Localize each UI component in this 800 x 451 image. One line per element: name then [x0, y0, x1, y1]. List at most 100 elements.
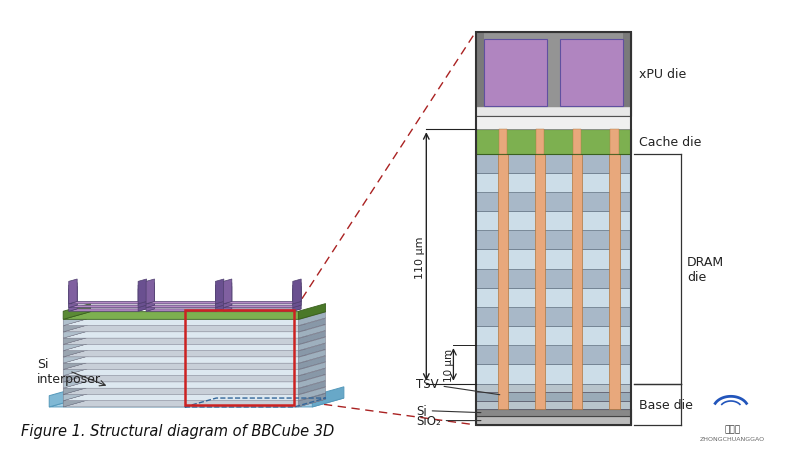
Bar — [535, 154, 545, 409]
Polygon shape — [146, 279, 154, 304]
Polygon shape — [63, 381, 90, 395]
Text: Si
interposer: Si interposer — [38, 357, 102, 385]
Polygon shape — [63, 331, 90, 345]
Polygon shape — [138, 283, 146, 308]
Bar — [572, 154, 582, 409]
Polygon shape — [63, 362, 326, 369]
Polygon shape — [69, 302, 146, 304]
Polygon shape — [215, 283, 224, 308]
Polygon shape — [69, 283, 77, 308]
Polygon shape — [215, 279, 224, 304]
Bar — [622, 33, 631, 116]
Polygon shape — [69, 287, 77, 312]
Polygon shape — [63, 312, 326, 320]
Text: xPU die: xPU die — [639, 68, 686, 81]
Polygon shape — [223, 305, 301, 308]
Text: Cache die: Cache die — [639, 136, 702, 149]
Text: TSV: TSV — [416, 377, 500, 395]
Polygon shape — [293, 283, 301, 308]
Polygon shape — [63, 325, 90, 338]
Polygon shape — [298, 350, 326, 364]
Polygon shape — [298, 313, 326, 326]
Bar — [484, 39, 547, 106]
Polygon shape — [63, 337, 90, 351]
Polygon shape — [223, 287, 232, 312]
Polygon shape — [298, 325, 326, 338]
Polygon shape — [63, 375, 90, 388]
Polygon shape — [298, 356, 326, 369]
Polygon shape — [63, 344, 90, 357]
Bar — [476, 392, 631, 401]
Polygon shape — [146, 287, 154, 312]
Polygon shape — [63, 393, 326, 401]
Bar — [476, 33, 484, 116]
Bar — [476, 33, 631, 116]
Polygon shape — [63, 368, 326, 376]
Polygon shape — [63, 381, 326, 388]
Polygon shape — [298, 387, 326, 401]
Polygon shape — [298, 304, 326, 320]
Polygon shape — [298, 331, 326, 345]
Polygon shape — [63, 350, 326, 357]
Text: Base die: Base die — [639, 398, 693, 411]
Polygon shape — [298, 319, 326, 332]
Text: Figure 1. Structural diagram of BBCube 3D: Figure 1. Structural diagram of BBCube 3… — [22, 423, 334, 438]
Polygon shape — [63, 318, 326, 326]
Polygon shape — [63, 368, 90, 382]
Bar — [476, 33, 631, 425]
Bar — [476, 116, 631, 130]
Polygon shape — [63, 387, 326, 395]
Polygon shape — [138, 287, 146, 312]
Polygon shape — [293, 287, 301, 312]
Polygon shape — [298, 344, 326, 357]
Bar — [476, 212, 631, 231]
Bar — [476, 307, 631, 327]
Bar — [610, 130, 618, 154]
Polygon shape — [146, 283, 154, 308]
Polygon shape — [63, 350, 90, 364]
Polygon shape — [63, 304, 90, 320]
Bar — [476, 269, 631, 288]
Polygon shape — [298, 337, 326, 351]
Polygon shape — [215, 287, 224, 312]
Polygon shape — [50, 387, 81, 407]
Polygon shape — [298, 363, 326, 376]
Bar — [560, 39, 622, 106]
Polygon shape — [146, 305, 224, 308]
Bar — [476, 384, 631, 392]
Text: ZHONGCHUANGGAO: ZHONGCHUANGGAO — [700, 436, 765, 441]
Bar — [476, 250, 631, 269]
Polygon shape — [63, 363, 90, 376]
Polygon shape — [293, 279, 301, 304]
Polygon shape — [298, 368, 326, 382]
Polygon shape — [298, 381, 326, 395]
Bar — [476, 231, 631, 250]
Polygon shape — [223, 309, 301, 312]
Polygon shape — [63, 356, 326, 364]
Bar — [476, 401, 631, 409]
Polygon shape — [63, 387, 90, 401]
Polygon shape — [146, 309, 224, 312]
Bar — [476, 193, 631, 212]
Polygon shape — [298, 394, 326, 407]
Text: Si: Si — [416, 404, 481, 417]
Bar — [476, 288, 631, 307]
Polygon shape — [223, 302, 301, 304]
Polygon shape — [50, 398, 344, 407]
Bar — [476, 327, 631, 345]
Polygon shape — [298, 375, 326, 388]
Polygon shape — [63, 313, 90, 326]
Polygon shape — [312, 387, 344, 407]
Polygon shape — [63, 374, 326, 382]
Polygon shape — [63, 356, 90, 369]
Bar — [573, 130, 582, 154]
Bar — [610, 154, 619, 409]
Bar — [476, 345, 631, 365]
Polygon shape — [63, 319, 90, 332]
Polygon shape — [63, 400, 326, 407]
Polygon shape — [63, 331, 326, 338]
Text: 10 µm: 10 µm — [444, 348, 454, 381]
Bar — [476, 409, 631, 416]
Text: 众创高: 众创高 — [724, 424, 741, 433]
Bar — [476, 130, 631, 154]
